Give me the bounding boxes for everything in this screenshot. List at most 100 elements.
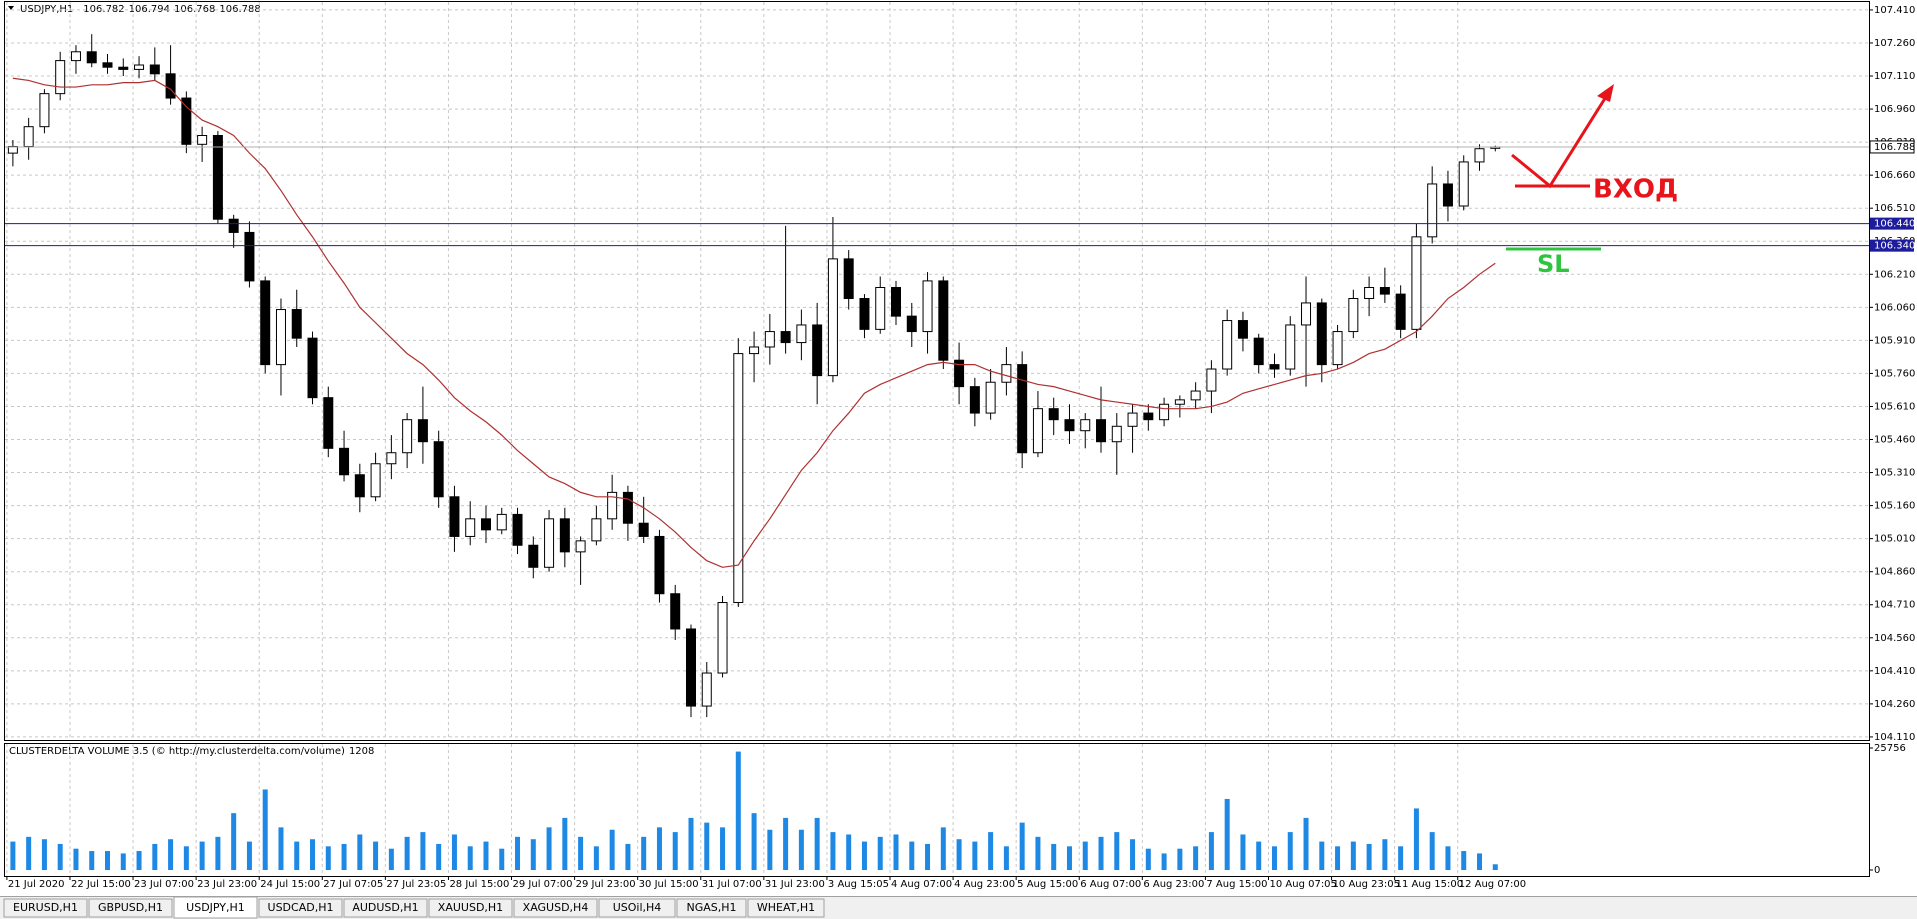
tab[interactable] bbox=[88, 898, 173, 918]
volume-bar bbox=[325, 846, 331, 870]
y-tick-label: 104.710 bbox=[1874, 600, 1915, 611]
tab-label[interactable]: XAUUSD,H1 bbox=[438, 901, 503, 914]
y-tick-label: 105.910 bbox=[1874, 335, 1915, 346]
volume-bar bbox=[1492, 864, 1498, 870]
volume-bar bbox=[310, 839, 316, 870]
candle-body bbox=[165, 73, 176, 99]
tab-label[interactable]: WHEAT,H1 bbox=[757, 901, 815, 914]
volume-bar bbox=[1461, 851, 1467, 870]
volume-bar bbox=[720, 827, 726, 870]
candle-body bbox=[906, 315, 917, 333]
candle-body bbox=[859, 298, 870, 330]
candle-body bbox=[827, 258, 838, 377]
volume-bar bbox=[562, 817, 568, 870]
tab-label[interactable]: USDJPY,H1 bbox=[186, 901, 245, 914]
x-tick-label: 22 Jul 15:00 bbox=[71, 879, 131, 890]
menu-triangle[interactable] bbox=[8, 6, 14, 10]
candle-body bbox=[7, 146, 18, 154]
candle-body bbox=[1001, 364, 1012, 383]
volume-bar bbox=[41, 839, 47, 870]
volume-bar bbox=[909, 841, 915, 870]
y-tick-label: 106.060 bbox=[1874, 302, 1915, 313]
candle-body bbox=[654, 535, 665, 595]
current-price-box bbox=[1869, 140, 1915, 154]
tab[interactable] bbox=[343, 898, 428, 918]
volume-bar bbox=[814, 817, 820, 870]
volume-bar bbox=[530, 839, 536, 870]
x-tick-label: 31 Jul 07:00 bbox=[702, 879, 762, 890]
volume-bar bbox=[1114, 832, 1120, 870]
level-box bbox=[1870, 239, 1914, 252]
level-label: 106.340 bbox=[1874, 241, 1915, 252]
tab[interactable] bbox=[513, 898, 598, 918]
candle-body bbox=[1316, 302, 1327, 366]
y-tick-label: 107.410 bbox=[1874, 5, 1915, 16]
candle-body bbox=[1048, 408, 1059, 421]
volume-bar bbox=[735, 751, 741, 870]
y-tick-label: 25756 bbox=[1874, 743, 1906, 754]
tab-label[interactable]: NGAS,H1 bbox=[686, 901, 736, 914]
candle-body bbox=[55, 60, 66, 95]
tab[interactable] bbox=[676, 898, 747, 918]
volume-bar bbox=[105, 851, 111, 870]
tab-label[interactable]: USOil,H4 bbox=[613, 901, 662, 914]
tab-label[interactable]: XAGUSD,H4 bbox=[523, 901, 589, 914]
candle-body bbox=[402, 419, 413, 454]
volume-bar bbox=[1476, 853, 1482, 870]
candle-body bbox=[197, 135, 208, 145]
tab-label[interactable]: GBPUSD,H1 bbox=[98, 901, 163, 914]
candle-body bbox=[796, 324, 807, 344]
tab[interactable] bbox=[747, 898, 825, 918]
candle-body bbox=[323, 397, 334, 449]
volume-bar bbox=[1177, 848, 1183, 870]
candle-body bbox=[1348, 298, 1359, 333]
volume-bar bbox=[861, 841, 867, 870]
tab-label[interactable]: USDCAD,H1 bbox=[268, 901, 334, 914]
volume-bar bbox=[783, 817, 789, 870]
candle-body bbox=[749, 346, 760, 355]
tab[interactable] bbox=[598, 898, 676, 918]
marks-layer: ВХОД SL bbox=[5, 34, 1869, 870]
volume-bar bbox=[1398, 846, 1404, 870]
y-tick-label: 105.010 bbox=[1874, 534, 1915, 545]
volume-bar bbox=[846, 834, 852, 870]
volume-bar bbox=[798, 829, 804, 870]
candle-body bbox=[1364, 287, 1375, 300]
candle-body bbox=[1127, 412, 1138, 427]
tab[interactable] bbox=[258, 898, 343, 918]
volume-bar bbox=[1082, 841, 1088, 870]
x-tick-label: 6 Aug 07:00 bbox=[1080, 879, 1141, 890]
x-tick-label: 23 Jul 23:00 bbox=[197, 879, 257, 890]
candle-body bbox=[291, 309, 302, 339]
volume-bar bbox=[578, 836, 584, 870]
candle-body bbox=[1017, 364, 1028, 454]
candle-body bbox=[307, 337, 318, 399]
y-tick-label: 104.410 bbox=[1874, 666, 1915, 677]
tab[interactable] bbox=[3, 898, 88, 918]
candle-body bbox=[780, 331, 791, 344]
volume-bar bbox=[152, 843, 158, 870]
candle-body bbox=[528, 544, 539, 568]
volume-bar bbox=[215, 836, 221, 870]
x-tick-label: 31 Jul 23:00 bbox=[765, 879, 825, 890]
volume-bar bbox=[972, 841, 978, 870]
x-tick-label: 4 Aug 07:00 bbox=[891, 879, 952, 890]
candle-body bbox=[1237, 320, 1248, 339]
tab-label[interactable]: EURUSD,H1 bbox=[13, 901, 78, 914]
candle-body bbox=[717, 602, 728, 674]
x-tick-label: 7 Aug 15:00 bbox=[1206, 879, 1267, 890]
axis-layer: 104.110 104.260 104.410 104.560 104.710 104.8… bbox=[6, 5, 1915, 890]
candle-body bbox=[607, 491, 618, 520]
candle-body bbox=[228, 218, 239, 233]
candle-body bbox=[496, 513, 507, 531]
tab[interactable] bbox=[428, 898, 513, 918]
candle-body bbox=[969, 386, 980, 414]
current-price-label: 106.788 bbox=[1874, 142, 1915, 153]
tab[interactable] bbox=[173, 896, 258, 919]
volume-bar bbox=[1350, 841, 1356, 870]
volume-bar bbox=[1035, 836, 1041, 870]
tab-label[interactable]: AUDUSD,H1 bbox=[352, 901, 418, 914]
candle-body bbox=[591, 518, 602, 542]
